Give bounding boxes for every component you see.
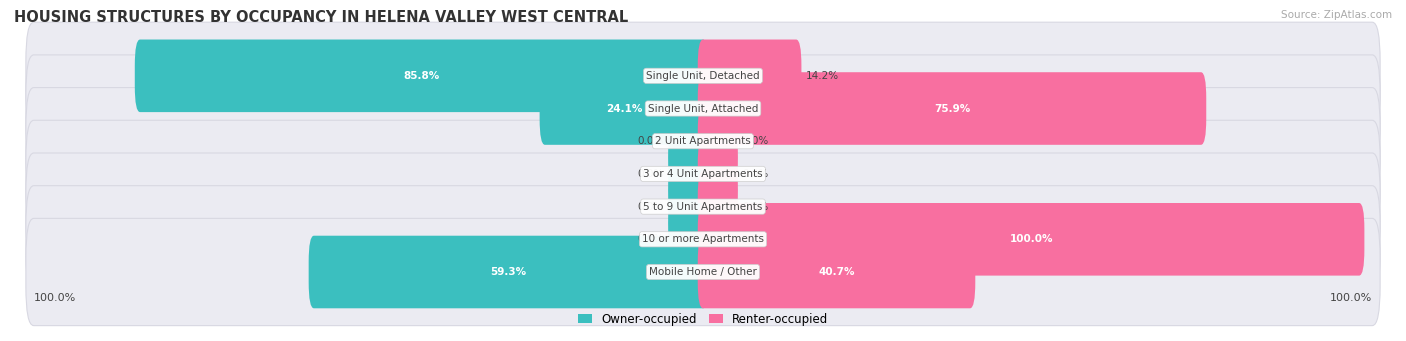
FancyBboxPatch shape xyxy=(25,186,1381,293)
Text: 0.0%: 0.0% xyxy=(637,169,664,179)
FancyBboxPatch shape xyxy=(697,72,1206,145)
Text: 24.1%: 24.1% xyxy=(606,104,643,114)
Text: 10 or more Apartments: 10 or more Apartments xyxy=(643,234,763,244)
Text: 100.0%: 100.0% xyxy=(1330,293,1372,303)
FancyBboxPatch shape xyxy=(697,138,738,210)
FancyBboxPatch shape xyxy=(135,40,709,112)
FancyBboxPatch shape xyxy=(25,120,1381,227)
FancyBboxPatch shape xyxy=(25,88,1381,195)
FancyBboxPatch shape xyxy=(668,138,709,210)
Legend: Owner-occupied, Renter-occupied: Owner-occupied, Renter-occupied xyxy=(572,308,834,330)
FancyBboxPatch shape xyxy=(540,72,709,145)
FancyBboxPatch shape xyxy=(697,105,738,178)
Text: 5 to 9 Unit Apartments: 5 to 9 Unit Apartments xyxy=(644,202,762,212)
Text: Mobile Home / Other: Mobile Home / Other xyxy=(650,267,756,277)
Text: 40.7%: 40.7% xyxy=(818,267,855,277)
FancyBboxPatch shape xyxy=(697,203,1364,276)
Text: 2 Unit Apartments: 2 Unit Apartments xyxy=(655,136,751,146)
Text: Source: ZipAtlas.com: Source: ZipAtlas.com xyxy=(1281,10,1392,20)
Text: 0.0%: 0.0% xyxy=(742,202,769,212)
Text: 14.2%: 14.2% xyxy=(806,71,839,81)
FancyBboxPatch shape xyxy=(668,105,709,178)
Text: 75.9%: 75.9% xyxy=(934,104,970,114)
FancyBboxPatch shape xyxy=(697,170,738,243)
FancyBboxPatch shape xyxy=(25,153,1381,260)
FancyBboxPatch shape xyxy=(697,40,801,112)
Text: Single Unit, Detached: Single Unit, Detached xyxy=(647,71,759,81)
Text: HOUSING STRUCTURES BY OCCUPANCY IN HELENA VALLEY WEST CENTRAL: HOUSING STRUCTURES BY OCCUPANCY IN HELEN… xyxy=(14,10,628,25)
Text: 0.0%: 0.0% xyxy=(742,136,769,146)
Text: 0.0%: 0.0% xyxy=(637,234,664,244)
FancyBboxPatch shape xyxy=(25,22,1381,130)
FancyBboxPatch shape xyxy=(309,236,709,308)
Text: 100.0%: 100.0% xyxy=(1010,234,1053,244)
Text: 85.8%: 85.8% xyxy=(404,71,440,81)
FancyBboxPatch shape xyxy=(668,170,709,243)
Text: 3 or 4 Unit Apartments: 3 or 4 Unit Apartments xyxy=(643,169,763,179)
FancyBboxPatch shape xyxy=(25,218,1381,326)
FancyBboxPatch shape xyxy=(668,203,709,276)
Text: 0.0%: 0.0% xyxy=(637,136,664,146)
Text: 0.0%: 0.0% xyxy=(637,202,664,212)
Text: 59.3%: 59.3% xyxy=(491,267,526,277)
Text: Single Unit, Attached: Single Unit, Attached xyxy=(648,104,758,114)
FancyBboxPatch shape xyxy=(697,236,976,308)
FancyBboxPatch shape xyxy=(25,55,1381,162)
Text: 100.0%: 100.0% xyxy=(34,293,76,303)
Text: 0.0%: 0.0% xyxy=(742,169,769,179)
